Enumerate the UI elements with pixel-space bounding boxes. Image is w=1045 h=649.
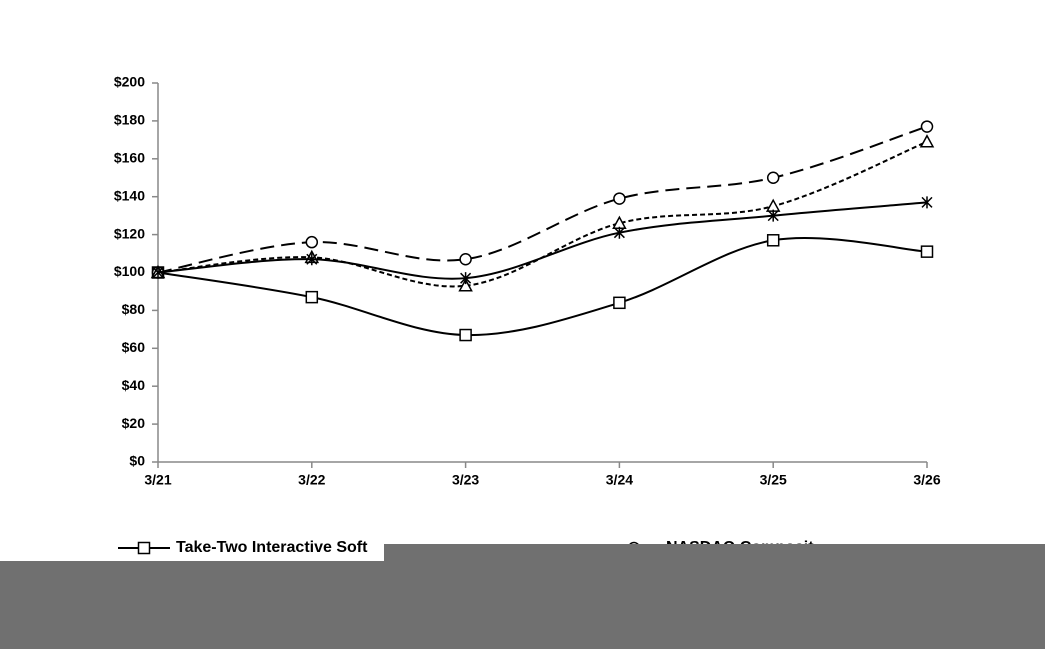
marker <box>458 278 473 292</box>
y-tick-label: $0 <box>129 453 145 469</box>
marker <box>765 198 781 212</box>
marker <box>766 171 780 184</box>
y-tick-label: $140 <box>114 187 145 203</box>
series-line <box>157 201 928 280</box>
marker <box>305 290 319 304</box>
marker <box>920 245 934 258</box>
marker <box>460 272 472 285</box>
x-tick-label: 3/22 <box>298 472 325 488</box>
marker <box>613 226 625 239</box>
marker <box>613 296 626 310</box>
y-tick-label: $100 <box>114 263 145 279</box>
x-tick-label: 3/26 <box>913 472 940 488</box>
marker <box>459 252 472 266</box>
series-line <box>157 140 928 288</box>
marker <box>919 134 935 148</box>
x-tick-label: 3/24 <box>606 472 633 488</box>
marker <box>306 253 318 266</box>
legend-marker <box>137 541 151 555</box>
series-line <box>157 125 928 274</box>
marker <box>459 328 472 342</box>
x-tick-label: 3/21 <box>144 472 171 488</box>
marker <box>766 234 780 247</box>
legend-label: Take-Two Interactive Soft <box>176 539 368 556</box>
marker <box>767 209 779 222</box>
y-tick-label: $120 <box>114 225 145 241</box>
series-line <box>157 237 928 337</box>
y-tick-label: $60 <box>122 339 146 355</box>
y-tick-label: $200 <box>114 74 145 90</box>
y-tick-label: $160 <box>114 150 145 166</box>
y-tick-label: $180 <box>114 112 145 128</box>
marker <box>613 192 626 205</box>
marker <box>921 196 933 209</box>
marker <box>152 266 164 279</box>
overlay <box>0 561 1045 649</box>
marker <box>305 235 319 249</box>
marker <box>137 541 151 555</box>
y-tick-label: $40 <box>122 377 146 393</box>
y-tick-label: $80 <box>122 301 146 317</box>
x-tick-label: 3/25 <box>760 472 787 488</box>
marker <box>920 120 934 133</box>
x-tick-label: 3/23 <box>452 472 479 488</box>
y-tick-label: $20 <box>122 415 146 431</box>
